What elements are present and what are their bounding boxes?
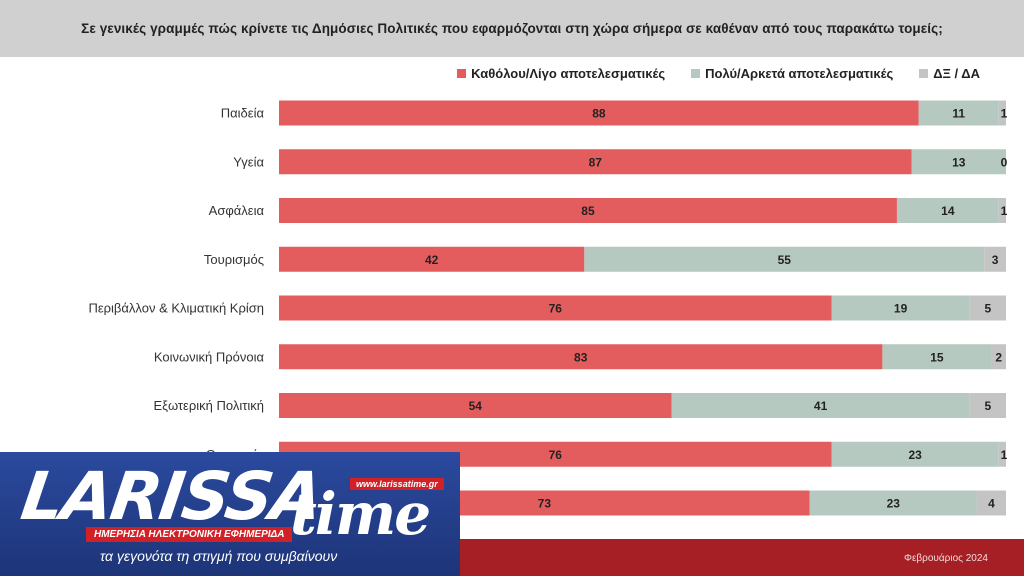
- bar-segment-3-0: [279, 246, 585, 272]
- data-label-6-0: 54: [469, 399, 483, 413]
- bar-segment-5-2: [991, 344, 1006, 370]
- data-label-3-0: 42: [425, 253, 439, 267]
- data-label-7-0: 76: [549, 448, 563, 462]
- category-label-2: Ασφάλεια: [209, 203, 265, 218]
- data-label-8-0: 73: [538, 497, 552, 511]
- logo-tagline: τα γεγονότα τη στιγμή που συμβαίνουν: [100, 548, 338, 564]
- data-label-3-1: 55: [778, 253, 792, 267]
- logo-time-word: time: [290, 480, 431, 548]
- data-label-8-2: 4: [988, 497, 995, 511]
- bar-segment-6-2: [969, 393, 1006, 418]
- larissatime-logo: LARISSA time www.larissatime.gr ΗΜΕΡΗΣΙΑ…: [0, 452, 460, 576]
- bar-segment-1-0: [279, 149, 912, 175]
- data-label-6-2: 5: [984, 399, 991, 413]
- data-label-7-1: 23: [908, 448, 922, 462]
- legend-item-2: ΔΞ / ΔΑ: [919, 66, 980, 81]
- bar-segment-7-2: [998, 441, 1006, 467]
- data-label-0-1: 11: [952, 107, 965, 121]
- bar-segment-2-1: [896, 198, 999, 223]
- bar-segment-3-2: [984, 246, 1006, 272]
- legend-swatch-1: [691, 69, 701, 78]
- bar-segment-5-1: [882, 344, 992, 370]
- legend-item-1: Πολύ/Αρκετά αποτελεσματικές: [691, 66, 893, 81]
- bar-segment-4-0: [279, 295, 832, 321]
- bar-segment-1-1: [911, 149, 1006, 175]
- data-label-1-0: 87: [589, 155, 603, 169]
- header-bar: Σε γενικές γραμμές πώς κρίνετε τις Δημόσ…: [0, 0, 1024, 57]
- category-label-5: Κοινωνική Πρόνοια: [154, 349, 265, 364]
- data-label-4-1: 19: [894, 302, 908, 316]
- logo-url: www.larissatime.gr: [350, 478, 444, 490]
- category-label-3: Τουρισμός: [204, 252, 264, 267]
- data-label-6-1: 41: [814, 399, 828, 413]
- bar-segment-6-1: [671, 393, 970, 418]
- bar-segment-4-1: [831, 295, 970, 321]
- data-label-2-0: 85: [581, 204, 595, 218]
- legend-swatch-0: [457, 69, 467, 78]
- bar-segment-0-2: [998, 100, 1006, 126]
- data-label-7-2: 1: [1001, 448, 1008, 462]
- bar-segment-8-2: [976, 490, 1006, 516]
- data-label-3-2: 3: [992, 253, 999, 267]
- data-label-1-2: 0: [1001, 155, 1008, 169]
- logo-wordmark: LARISSA: [16, 458, 326, 535]
- legend-label-2: ΔΞ / ΔΑ: [933, 66, 980, 81]
- data-label-0-2: 1: [1001, 107, 1008, 121]
- data-label-2-1: 14: [941, 204, 955, 218]
- data-label-4-0: 76: [549, 302, 563, 316]
- data-label-5-1: 15: [930, 350, 944, 364]
- legend-label-1: Πολύ/Αρκετά αποτελεσματικές: [705, 66, 894, 81]
- bar-segment-3-1: [584, 246, 985, 272]
- category-label-6: Εξωτερική Πολιτική: [153, 398, 264, 413]
- data-label-0-0: 88: [592, 107, 606, 121]
- category-label-0: Παιδεία: [221, 106, 265, 121]
- bar-segment-7-1: [831, 441, 999, 467]
- legend-item-0: Καθόλου/Λίγο αποτελεσματικές: [457, 66, 665, 81]
- data-label-5-0: 83: [574, 350, 588, 364]
- bar-segment-0-1: [918, 100, 999, 126]
- legend-label-0: Καθόλου/Λίγο αποτελεσματικές: [471, 66, 666, 81]
- bar-segment-2-0: [279, 198, 897, 223]
- data-label-8-1: 23: [887, 497, 901, 511]
- category-label-4: Περιβάλλον & Κλιματική Κρίση: [88, 301, 264, 316]
- chart-legend: Καθόλου/Λίγο αποτελεσματικές Πολύ/Αρκετά …: [457, 66, 980, 81]
- category-label-1: Υγεία: [233, 154, 264, 169]
- bar-segment-6-0: [279, 393, 672, 418]
- survey-question: Σε γενικές γραμμές πώς κρίνετε τις Δημόσ…: [81, 21, 943, 36]
- data-label-4-2: 5: [984, 302, 991, 316]
- data-label-2-2: 1: [1001, 204, 1008, 218]
- footer-date: Φεβρουάριος 2024: [903, 553, 988, 564]
- bar-segment-2-2: [998, 198, 1006, 223]
- legend-swatch-2: [919, 69, 929, 78]
- bar-segment-0-0: [279, 100, 919, 126]
- bar-segment-5-0: [279, 344, 883, 370]
- bar-segment-8-1: [809, 490, 977, 516]
- bar-segment-4-2: [969, 295, 1006, 321]
- data-label-1-1: 13: [952, 155, 966, 169]
- logo-subtitle: ΗΜΕΡΗΣΙΑ ΗΛΕΚΤΡΟΝΙΚΗ ΕΦΗΜΕΡΙΔΑ: [86, 527, 293, 542]
- data-label-5-2: 2: [995, 350, 1002, 364]
